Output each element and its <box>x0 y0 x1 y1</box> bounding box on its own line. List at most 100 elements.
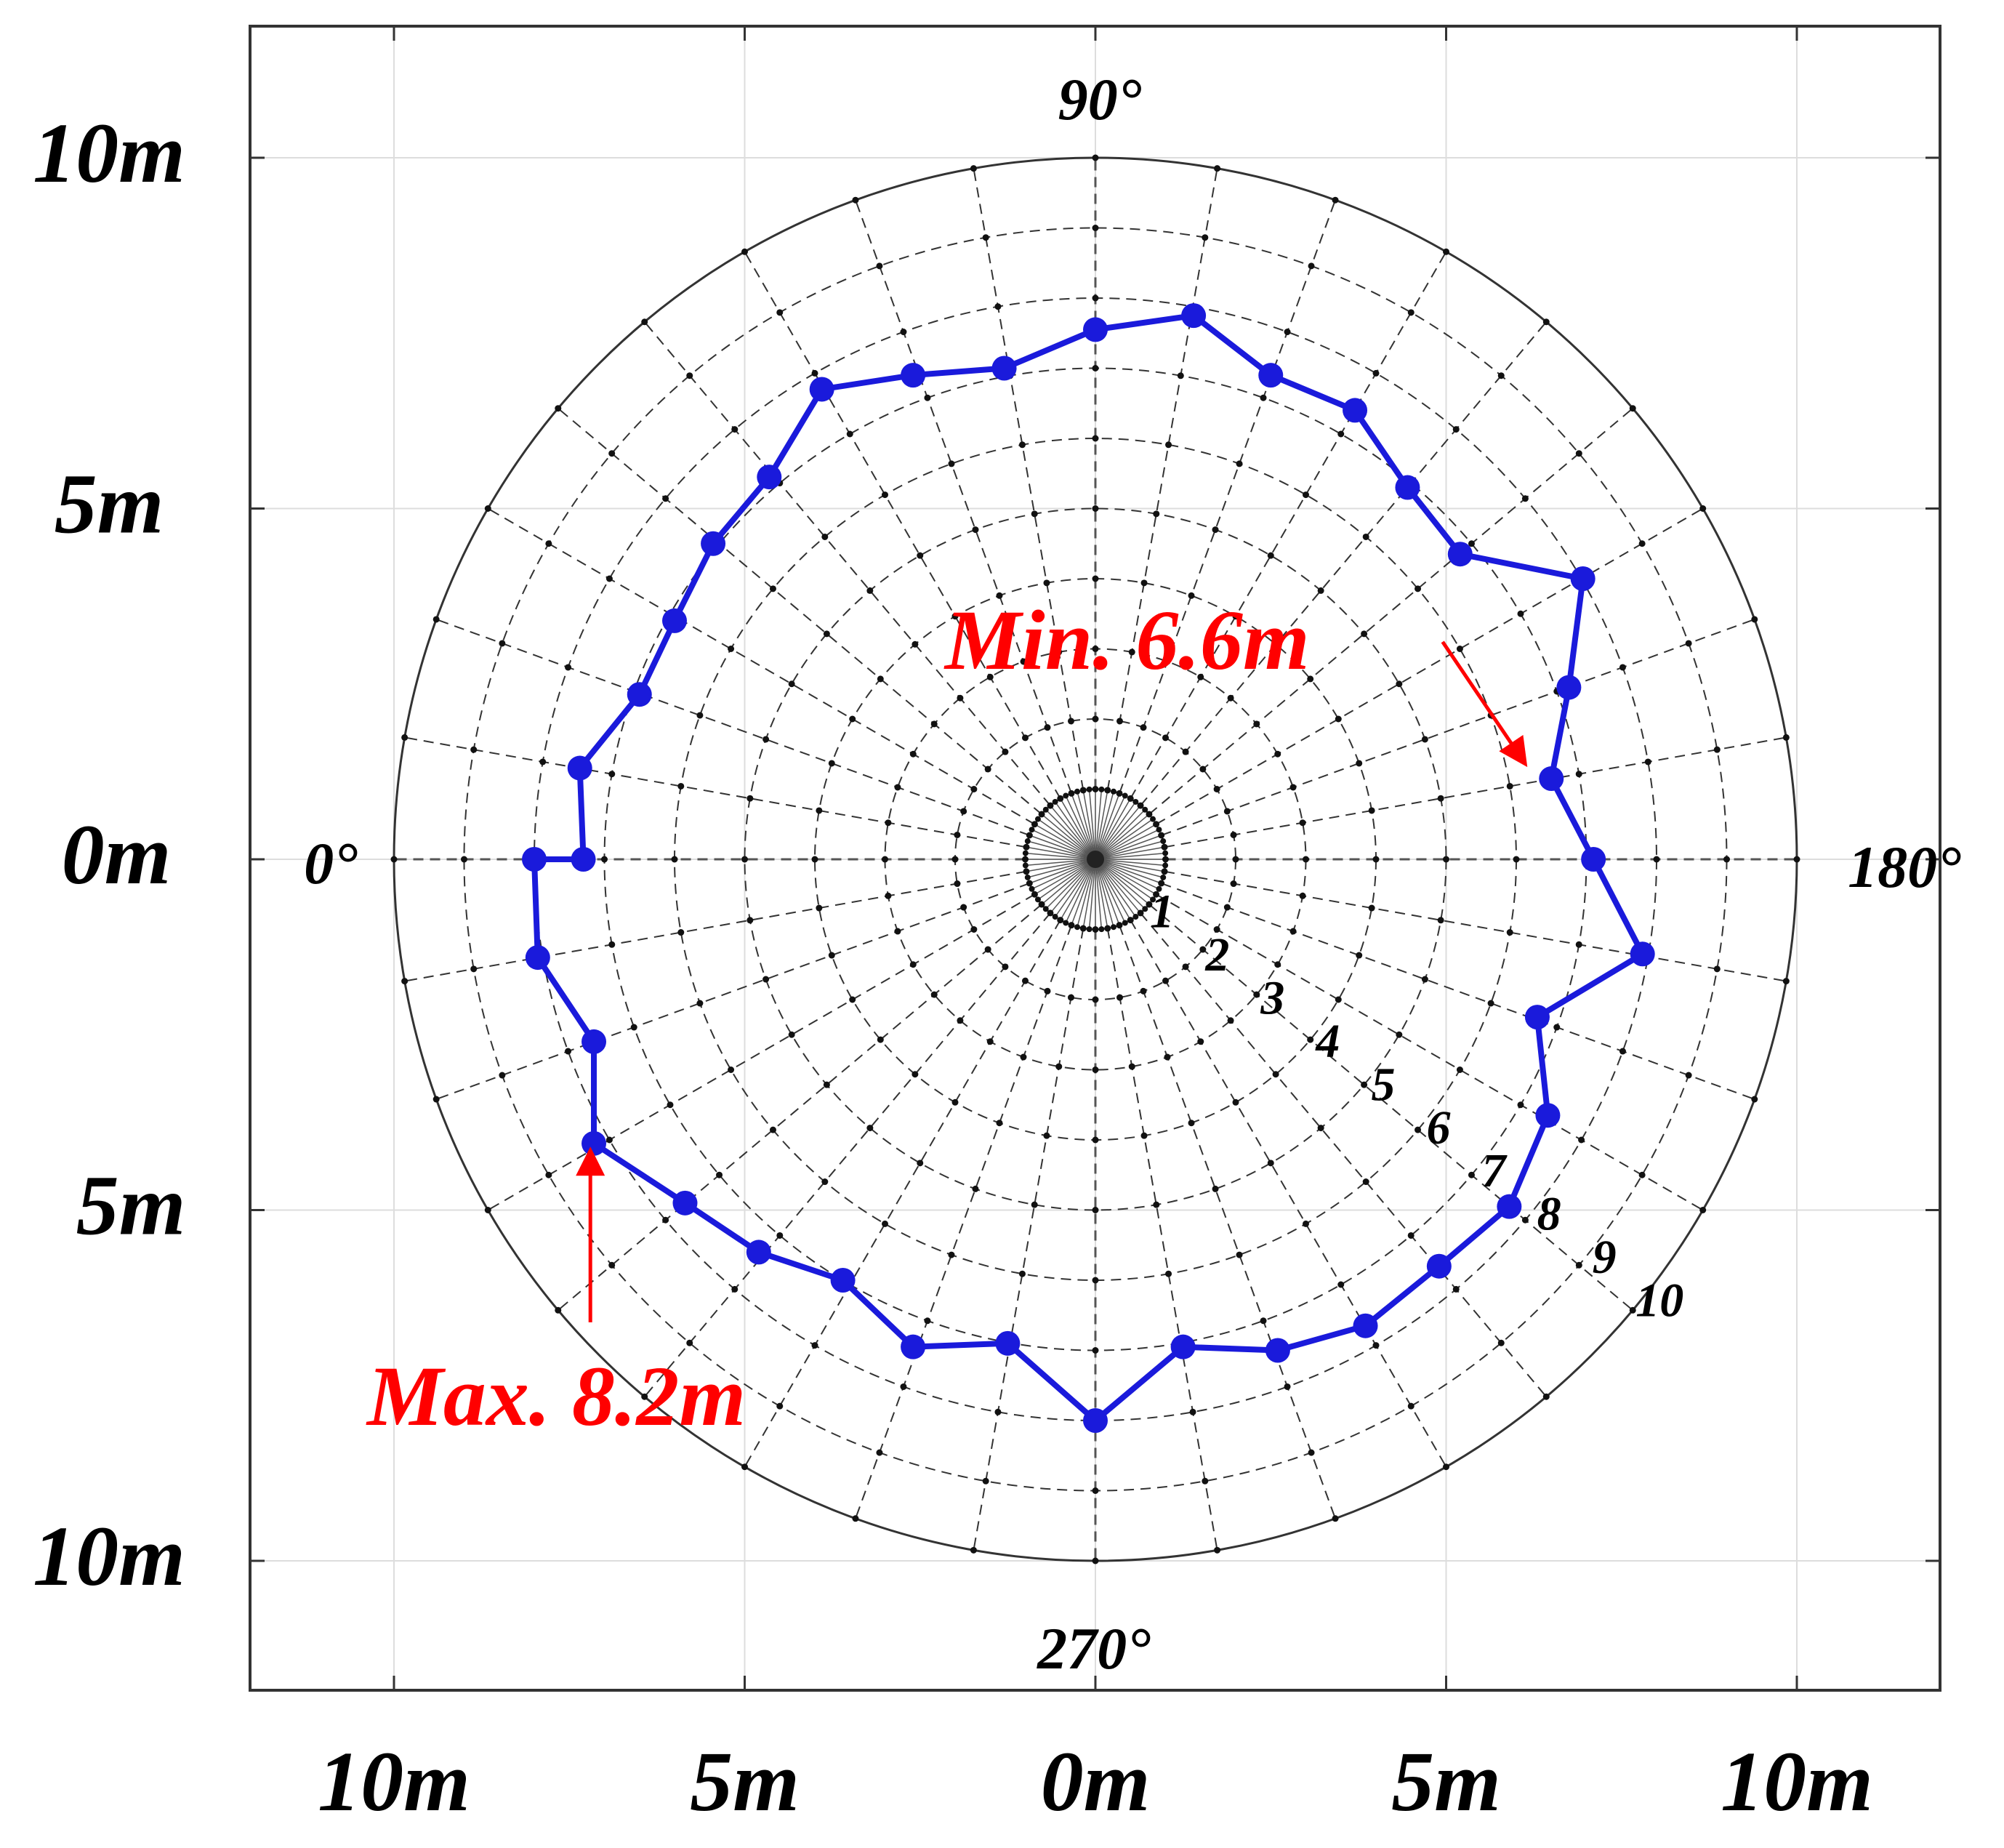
polar-grid-dot <box>1274 961 1281 968</box>
polar-grid-dot <box>882 491 888 499</box>
polar-grid-dot <box>1303 1220 1309 1227</box>
polar-grid-dot <box>608 1261 616 1269</box>
polar-grid-dot <box>1253 720 1260 728</box>
inner-spoke <box>1088 859 1096 930</box>
polar-grid-dot <box>1067 994 1074 1001</box>
polar-grid-dot <box>1063 792 1069 799</box>
polar-grid-dot <box>1236 1251 1243 1258</box>
data-point <box>1353 1313 1378 1338</box>
polar-grid-dot <box>900 1383 907 1390</box>
polar-grid-dot <box>731 426 739 433</box>
polar-grid-dot <box>1335 996 1342 1003</box>
polar-grid-dot <box>1092 646 1099 652</box>
inner-spoke <box>1095 790 1108 860</box>
polar-grid-dot <box>1137 909 1144 917</box>
x-tick-label: 10m <box>318 1734 470 1829</box>
polar-grid-dot <box>1161 868 1168 875</box>
polar-grid-dot <box>984 766 991 773</box>
polar-grid-dot <box>1153 821 1160 828</box>
polar-grid-dot <box>1223 808 1231 815</box>
polar-grid-dot <box>1092 1347 1099 1354</box>
polar-grid-dot <box>1142 806 1148 813</box>
polar-grid-dot <box>1337 1281 1345 1288</box>
polar-spoke <box>435 883 1030 1100</box>
polar-grid-dot <box>1034 896 1041 903</box>
data-point <box>662 608 687 633</box>
polar-grid-dot <box>747 795 754 802</box>
polar-grid-dot <box>1146 901 1153 908</box>
polar-grid-dot <box>696 712 704 719</box>
polar-spoke <box>1164 736 1787 848</box>
polar-grid-dot <box>912 1071 919 1078</box>
inner-spoke <box>1095 859 1141 914</box>
polar-grid-dot <box>762 976 770 983</box>
polar-spoke <box>404 870 1027 982</box>
polar-grid-dot <box>1162 977 1169 984</box>
angle-label: 270° <box>1037 1615 1151 1682</box>
data-point <box>1524 1005 1550 1030</box>
polar-grid-dot <box>470 746 478 753</box>
polar-grid-dot <box>1110 924 1116 931</box>
polar-grid-dot <box>828 760 835 767</box>
polar-grid-dot <box>924 1317 931 1325</box>
data-point <box>830 1268 856 1293</box>
data-point <box>809 377 834 402</box>
polar-grid-dot <box>728 646 735 652</box>
ring-label: 9 <box>1593 1231 1617 1284</box>
polar-grid-dot <box>1421 976 1428 983</box>
inner-spoke <box>1050 805 1096 860</box>
inner-spoke <box>1095 789 1103 860</box>
polar-grid-dot <box>1026 880 1033 887</box>
polar-grid-dot <box>1456 646 1463 652</box>
data-point <box>582 1029 607 1054</box>
polar-spoke <box>1148 904 1633 1311</box>
polar-grid-dot <box>1132 798 1139 805</box>
polar-grid-dot <box>1468 1171 1475 1178</box>
polar-grid-dot <box>484 1207 491 1213</box>
x-tick-label: 5m <box>1391 1734 1501 1829</box>
polar-spoke <box>855 199 1072 794</box>
polar-grid-dot <box>641 1393 648 1400</box>
y-tick-label: 5m <box>55 457 164 552</box>
polar-grid-dot <box>1356 952 1363 959</box>
data-point <box>1581 847 1606 872</box>
polar-grid-dot <box>769 585 776 592</box>
polar-grid-dot <box>994 1408 1002 1415</box>
polar-grid-dot <box>390 856 398 863</box>
inner-spoke <box>1034 859 1096 895</box>
polar-grid-dot <box>1029 885 1035 892</box>
polar-grid-dot <box>539 758 547 766</box>
polar-grid-dot <box>821 533 829 540</box>
polar-grid-dot <box>1158 880 1165 887</box>
polar-grid-dot <box>970 1546 977 1554</box>
polar-grid-dot <box>630 1024 637 1031</box>
polar-grid-dot <box>823 630 830 638</box>
polar-grid-dot <box>1092 1557 1099 1564</box>
data-point <box>672 1190 698 1216</box>
inner-spoke <box>1065 795 1096 860</box>
polar-grid-dot <box>1165 441 1172 449</box>
polar-grid-dot <box>894 928 901 935</box>
data-point <box>1181 303 1207 329</box>
inner-spoke <box>1095 859 1146 909</box>
polar-grid-dot <box>917 552 924 559</box>
polar-spoke <box>643 321 1051 806</box>
polar-grid-dot <box>565 664 572 671</box>
data-point <box>1170 1334 1196 1359</box>
polar-spoke <box>558 407 1042 815</box>
polar-grid-dot <box>1332 196 1339 204</box>
data-point <box>901 1334 926 1359</box>
polar-grid-dot <box>716 1171 723 1178</box>
polar-grid-dot <box>1199 946 1207 953</box>
series-line <box>531 313 1646 1423</box>
polar-grid-dot <box>1018 1270 1026 1277</box>
inner-spoke <box>1095 859 1159 890</box>
data-point <box>1083 317 1108 342</box>
inner-spoke <box>1095 859 1103 930</box>
polar-grid-dot <box>1098 786 1105 792</box>
polar-grid-dot <box>986 673 994 680</box>
inner-spoke <box>1095 859 1154 900</box>
inner-spoke <box>1029 859 1096 884</box>
inner-spoke <box>1095 859 1120 925</box>
polar-grid-dot <box>1002 963 1009 971</box>
